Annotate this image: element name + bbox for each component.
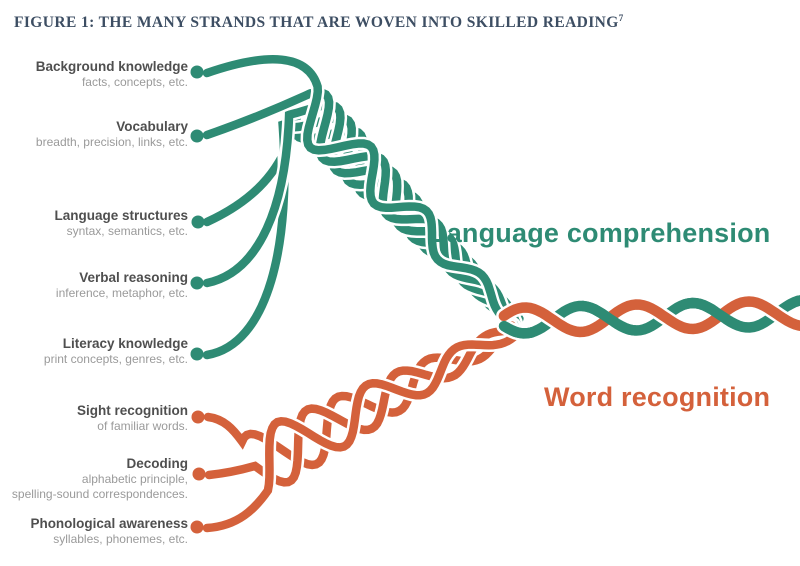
strand-dot [190,65,204,79]
strand-dot [190,520,204,534]
rope-strand [202,55,519,329]
figure-title: FIGURE 1: THE MANY STRANDS THAT ARE WOVE… [14,13,624,32]
strand-subtitle: alphabetic principle, spelling-sound cor… [11,472,188,501]
strand-label-decoding: Decoding alphabetic principle, spelling-… [12,456,188,502]
rope-strand [498,296,800,338]
word-recognition-label: Word recognition [544,382,771,412]
strand-label-phonological-awareness: Phonological awareness syllables, phonem… [30,516,188,547]
strand-title: Literacy knowledge [62,336,188,351]
strand-title: Sight recognition [77,403,188,418]
strand-dot [192,467,206,481]
strand-subtitle: print concepts, genres, etc. [43,352,188,366]
strand-subtitle: facts, concepts, etc. [81,75,188,89]
strand-title: Background knowledge [35,59,188,74]
strand-subtitle: inference, metaphor, etc. [55,286,188,300]
rope-strand [202,330,521,533]
strand-dot [190,276,204,290]
strand-label-verbal-reasoning: Verbal reasoning inference, metaphor, et… [56,270,188,301]
strand-dot [191,215,205,229]
language-comprehension-label: Language comprehension [430,218,771,248]
figure-title-footnote: 7 [618,13,624,23]
strand-title: Verbal reasoning [79,270,188,285]
strand-label-literacy-knowledge: Literacy knowledge print concepts, genre… [44,336,188,367]
strand-dot [190,347,204,361]
strand-dot [190,129,204,143]
strand-title: Decoding [126,456,188,471]
strand-dot [191,410,205,424]
strand-label-vocabulary: Vocabulary breadth, precision, links, et… [36,119,188,150]
strand-title: Phonological awareness [30,516,188,531]
strand-subtitle: syntax, semantics, etc. [66,224,188,238]
rope-strand [204,325,519,487]
strand-title: Language structures [54,208,188,223]
strand-label-background-knowledge: Background knowledge facts, concepts, et… [36,59,188,90]
strand-subtitle: breadth, precision, links, etc. [35,135,188,149]
strand-label-language-structures: Language structures syntax, semantics, e… [54,208,188,239]
strand-title: Vocabulary [116,119,188,134]
strand-subtitle: syllables, phonemes, etc. [53,532,188,546]
figure-title-text: FIGURE 1: THE MANY STRANDS THAT ARE WOVE… [14,14,619,32]
strand-label-sight-recognition: Sight recognition of familiar words. [77,403,188,434]
strand-subtitle: of familiar words. [97,419,188,433]
